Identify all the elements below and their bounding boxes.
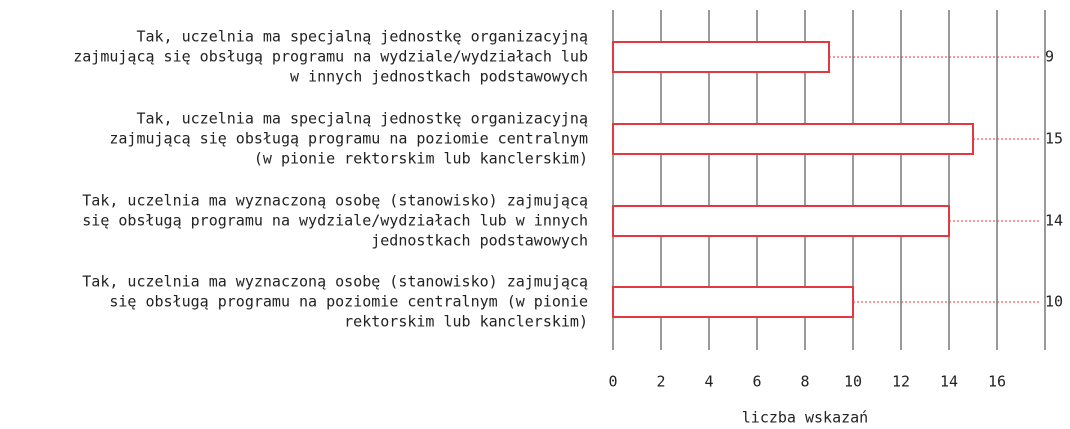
bar xyxy=(612,123,974,155)
category-label: (w pionie rektorskim lub kanclerskim) xyxy=(254,150,588,168)
x-tick-label: 12 xyxy=(892,373,910,391)
category-label: Tak, uczelnia ma specjalną jednostkę org… xyxy=(136,28,588,46)
x-tick-label: 8 xyxy=(800,373,809,391)
x-tick-label: 14 xyxy=(940,373,958,391)
x-tick-label: 6 xyxy=(752,373,761,391)
bar xyxy=(612,286,854,318)
x-tick-label: 4 xyxy=(704,373,713,391)
value-label: 9 xyxy=(1045,48,1054,66)
bar xyxy=(612,205,950,237)
x-tick-label: 10 xyxy=(844,373,862,391)
category-label: Tak, uczelnia ma wyznaczoną osobę (stano… xyxy=(82,273,588,291)
category-label: zajmującą się obsługą programu na wydzia… xyxy=(73,48,588,66)
category-label: się obsługą programu na wydziale/wydział… xyxy=(82,212,588,230)
value-label: 10 xyxy=(1045,293,1063,311)
x-tick-label: 0 xyxy=(608,373,617,391)
value-label: 14 xyxy=(1045,212,1063,230)
category-label: jednostkach podstawowych xyxy=(371,232,588,250)
bar xyxy=(612,41,830,73)
x-tick-label: 2 xyxy=(656,373,665,391)
x-axis-title: liczba wskazań xyxy=(742,409,868,427)
x-tick-label: 16 xyxy=(988,373,1006,391)
category-label: Tak, uczelnia ma wyznaczoną osobę (stano… xyxy=(82,192,588,210)
category-label: się obsługą programu na poziomie central… xyxy=(109,293,588,311)
category-label: rektorskim lub kanclerskim) xyxy=(344,313,588,331)
value-label: 15 xyxy=(1045,130,1063,148)
category-label: Tak, uczelnia ma specjalną jednostkę org… xyxy=(136,110,588,128)
category-label: zajmującą się obsługą programu na poziom… xyxy=(109,130,588,148)
category-label: w innych jednostkach podstawowych xyxy=(290,68,588,86)
